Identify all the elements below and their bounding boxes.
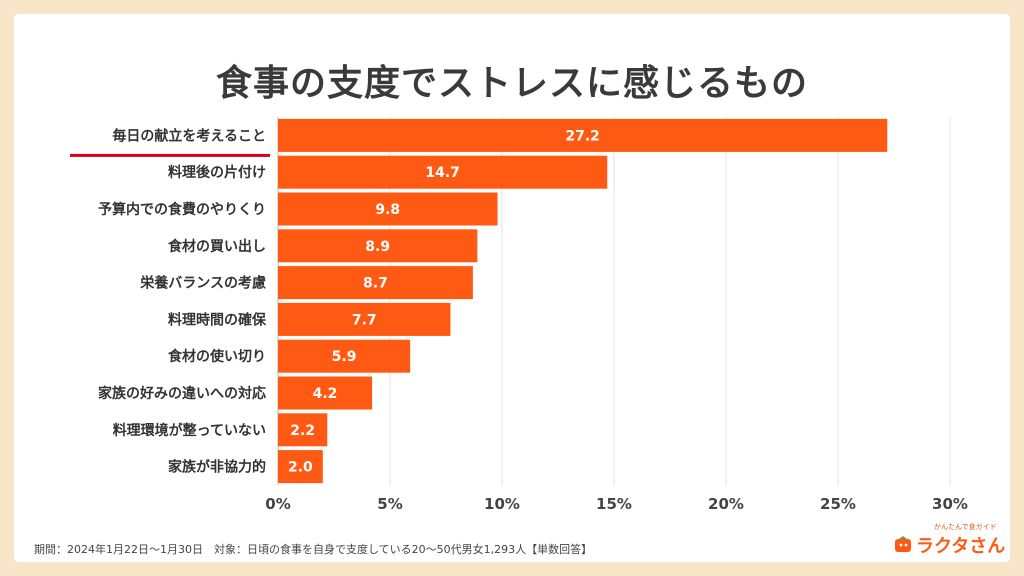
value-label: 14.7 <box>425 165 460 181</box>
bar <box>278 450 323 484</box>
chart-title: 食事の支度でストレスに感じるもの <box>215 63 808 104</box>
category-label: 家族が非協力的 <box>168 459 266 476</box>
category-label: 料理後の片付け <box>168 164 266 181</box>
value-label: 9.8 <box>375 202 400 218</box>
bar <box>278 229 478 263</box>
category-label: 予算内での食費のやりくり <box>98 201 266 218</box>
bar <box>278 413 328 447</box>
category-label: 家族の好みの違いへの対応 <box>98 385 266 402</box>
chart-card: 食事の支度でストレスに感じるもの 毎日の献立を考えること料理後の片付け予算内での… <box>14 14 1010 562</box>
bar-chart: 毎日の献立を考えること料理後の片付け予算内での食費のやりくり食材の買い出し栄養バ… <box>70 117 968 513</box>
x-tick-label: 0% <box>265 495 290 513</box>
category-labels: 毎日の献立を考えること料理後の片付け予算内での食費のやりくり食材の買い出し栄養バ… <box>70 127 270 476</box>
value-label: 4.2 <box>313 386 338 402</box>
footer-note: 期間：2024年1月22日〜1月30日 対象：日頃の食事を自身で支度している20… <box>34 543 593 556</box>
logo-mark-icon <box>895 536 911 552</box>
x-tick-label: 25% <box>820 495 856 513</box>
x-tick-label: 10% <box>484 495 520 513</box>
x-tick-label: 20% <box>708 495 744 513</box>
category-label: 料理時間の確保 <box>168 311 267 328</box>
value-label: 8.7 <box>363 276 388 292</box>
logo: かんたんで食ガイド ラクタさん <box>894 522 1006 558</box>
x-tick-label: 5% <box>377 495 402 513</box>
value-label: 7.7 <box>352 312 377 328</box>
bar <box>278 155 608 189</box>
value-label: 5.9 <box>332 349 357 365</box>
value-label: 8.9 <box>365 239 390 255</box>
value-label: 2.2 <box>290 423 315 439</box>
bars <box>278 118 888 484</box>
highlight-underline <box>70 153 270 157</box>
value-label: 27.2 <box>565 128 600 144</box>
value-label: 2.0 <box>288 460 313 476</box>
category-label: 料理環境が整っていない <box>113 422 266 439</box>
category-label: 食材の買い出し <box>168 238 266 255</box>
bar <box>278 302 451 336</box>
category-label: 食材の使い切り <box>168 348 266 365</box>
value-labels: 27.2 14.7 9.8 8.9 8.7 7.7 5.9 4.2 2.2 2.0 <box>288 128 600 475</box>
category-label: 毎日の献立を考えること <box>112 127 266 144</box>
x-tick-label: 30% <box>932 495 968 513</box>
category-label: 栄養バランスの考慮 <box>139 275 266 292</box>
bar <box>278 118 888 152</box>
x-tick-labels: 0% 5% 10% 15% 20% 25% 30% <box>265 495 968 513</box>
bar <box>278 192 498 226</box>
x-tick-label: 15% <box>596 495 632 513</box>
bar <box>278 376 373 410</box>
bar <box>278 339 411 373</box>
logo-name: ラクタさん <box>916 536 1006 557</box>
bar <box>278 266 473 300</box>
logo-tagline: かんたんで食ガイド <box>934 523 997 531</box>
